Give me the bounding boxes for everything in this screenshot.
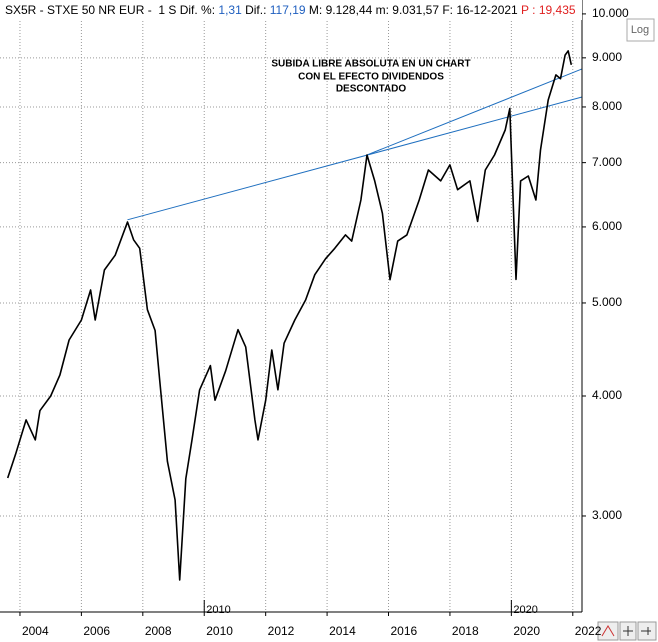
header-segment: SX5R - STXE 50 NR EUR - 1 S Dif. %: [5, 3, 218, 17]
price-line [6, 50, 573, 581]
log-button[interactable] [626, 18, 655, 42]
y-tick-label: 6.000 [592, 219, 622, 233]
decade-label: 2010 [206, 604, 230, 616]
y-tick-label: 9.000 [592, 50, 622, 64]
header-segment: Dif.: [242, 3, 270, 17]
toolbar-icons [597, 621, 657, 641]
icon [623, 626, 633, 636]
header-segment: 117,19 [270, 3, 306, 17]
y-tick-label: 4.000 [592, 388, 622, 402]
annotation: SUBIDA LIBRE ABSOLUTA EN UN CHART CON EL… [271, 59, 470, 95]
x-tick-label: 2010 [206, 624, 233, 638]
x-tick-label: 2006 [83, 624, 110, 638]
y-tick-label: 8.000 [592, 99, 622, 113]
icon [601, 625, 615, 637]
x-tick-label: 2022 [575, 624, 602, 638]
annotation-line: SUBIDA LIBRE ABSOLUTA EN UN CHART [271, 59, 470, 70]
header-segment: P : 19,435 [521, 3, 576, 17]
y-tick-label: 10.000 [592, 6, 629, 20]
decade-label: 2020 [513, 604, 537, 616]
x-tick-label: 2016 [391, 624, 418, 638]
header: SX5R - STXE 50 NR EUR - 1 S Dif. %: 1,31… [5, 3, 576, 17]
annotation-line: CON EL EFECTO DIVIDENDOS [298, 72, 444, 83]
trendline [366, 68, 583, 156]
x-tick-label: 2018 [452, 624, 479, 638]
icon-button[interactable] [597, 621, 619, 641]
x-tick-label: 2014 [329, 624, 356, 638]
x-tick-label: 2008 [145, 624, 172, 638]
header-bar [0, 0, 582, 20]
icon [641, 627, 651, 635]
y-tick-label: 3.000 [592, 508, 622, 522]
y-tick-label: 5.000 [592, 295, 622, 309]
header-segment: M: 9.128,44 m: 9.031,57 F: 16-12-2021 [306, 3, 521, 17]
x-tick-label: 2004 [22, 624, 49, 638]
header-segment: 1,31 [218, 3, 242, 17]
trendline [127, 96, 583, 221]
log-button-label[interactable]: Log [631, 24, 649, 36]
x-tick-label: 2020 [513, 624, 540, 638]
y-tick-label: 7.000 [592, 155, 622, 169]
x-tick-label: 2012 [268, 624, 295, 638]
annotation-line: DESCONTADO [336, 84, 407, 95]
